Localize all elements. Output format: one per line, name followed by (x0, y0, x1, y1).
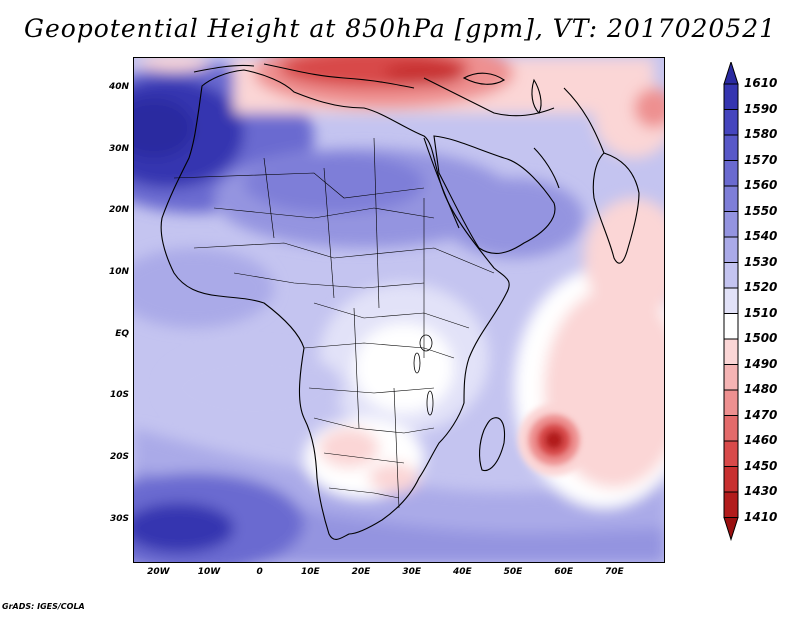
colorbar-segment (723, 466, 739, 493)
colorbar-level-label: 1570 (744, 152, 778, 167)
colorbar-bottom-arrow (723, 517, 739, 542)
colorbar-segment (723, 389, 739, 416)
colorbar-top-arrow (723, 62, 739, 85)
colorbar-segment (723, 211, 739, 238)
lon-tick-label: 10E (300, 567, 320, 577)
colorbar-segment (723, 134, 739, 161)
colorbar-segment (723, 364, 739, 391)
colorbar-level-label: 1590 (744, 101, 778, 116)
colorbar-level-label: 1450 (744, 458, 778, 473)
lon-tick-label: 60E (554, 567, 573, 577)
lon-tick-label: 0 (256, 567, 263, 577)
colorbar-level-label: 1560 (744, 178, 778, 192)
country-borders (173, 137, 495, 509)
lon-tick-label: 50E (503, 567, 523, 577)
lon-tick-label: 70E (604, 567, 624, 577)
colorbar-segment (723, 338, 739, 365)
lat-tick-label: 20N (108, 205, 129, 216)
colorbar-level-label: 1410 (744, 509, 778, 524)
colorbar-level-label: 1550 (744, 203, 778, 218)
colorbar-level-label: 1430 (744, 484, 778, 498)
colorbar-level-label: 1520 (744, 280, 778, 294)
lat-tick-label: 30S (109, 513, 129, 524)
colorbar-level-label: 1510 (744, 305, 778, 320)
lon-tick-label: 40E (452, 567, 472, 577)
colorbar-segment (723, 440, 739, 467)
lon-tick-label: 20E (351, 567, 371, 577)
colorbar-level-label: 1540 (744, 229, 778, 243)
lakes (413, 334, 434, 416)
colorbar-level-label: 1480 (744, 382, 778, 396)
colorbar-segment (723, 491, 739, 518)
colorbar-segment (723, 313, 739, 340)
map-panel (133, 57, 665, 563)
lon-tick-label: 30E (402, 567, 421, 577)
map-title: Geopotential Height at 850hPa [gpm], VT:… (23, 14, 777, 43)
coastlines (160, 63, 640, 540)
lon-tick-label: 10W (197, 567, 221, 577)
colorbar (723, 62, 739, 542)
colorbar-segment (723, 236, 739, 263)
lat-tick-label: 20S (109, 452, 129, 463)
colorbar-level-label: 1490 (744, 356, 778, 371)
colorbar-level-label: 1610 (744, 76, 778, 90)
colorbar-segment (723, 185, 739, 212)
colorbar-level-label: 1500 (744, 331, 778, 345)
colorbar-level-label: 1580 (744, 127, 778, 141)
colorbar-level-label: 1460 (744, 433, 778, 447)
colorbar-level-label: 1530 (744, 254, 778, 269)
colorbar-segment (723, 109, 739, 136)
colorbar-segment (723, 287, 739, 314)
colorbar-segment (723, 83, 739, 110)
colorbar-segment (723, 160, 739, 187)
colorbar-segment (723, 415, 739, 442)
lon-tick-label: 20W (147, 567, 170, 577)
colorbar-segment (723, 262, 739, 289)
lat-tick-label: 30N (108, 143, 129, 154)
cyclone-low (518, 404, 590, 476)
colorbar-level-label: 1470 (744, 407, 778, 422)
footer-credit: GrADS: IGES/COLA (2, 602, 85, 611)
lat-tick-label: 10N (108, 266, 129, 277)
lat-tick-label: EQ (115, 328, 129, 339)
geopotential-field (134, 58, 664, 562)
lat-tick-label: 40N (108, 81, 129, 92)
lat-tick-label: 10S (109, 390, 129, 401)
